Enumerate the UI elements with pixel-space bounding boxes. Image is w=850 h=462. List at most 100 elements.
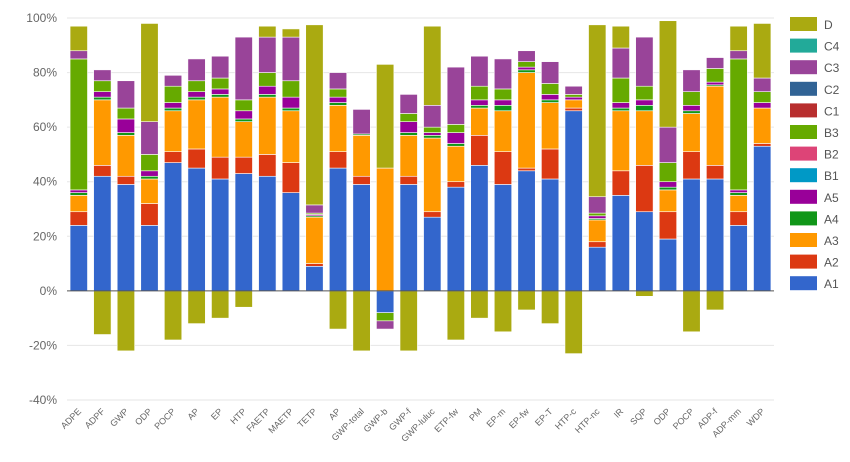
bar-segment-c3: ADP-f – C3: 4% [706, 57, 725, 69]
x-tick-label: IR [612, 406, 626, 420]
legend-swatch [790, 38, 817, 53]
bar-stack: POCP – A1: 41%POCP – A2: 10%POCP – A3: 1… [682, 69, 701, 333]
bar-segment-a5: ADP-f – A5: 1% [706, 81, 725, 86]
bars: ADPE – A1: 24%ADPE – A2: 5%ADPE – A3: 6%… [69, 20, 772, 354]
bar-segment-a5: AP – A5: 2% [328, 96, 348, 103]
bar-segment-b3: PM – B3: 5% [470, 85, 489, 101]
bar-segment-a2: GWP-luluc – A2: 2% [423, 211, 442, 218]
bar-segment-c3: ODP – C3: 12% [140, 121, 159, 155]
bar-segment-d: ADPF – D: -16% [93, 290, 112, 335]
bar-segment-a4: ADPF – A4: 1% [93, 96, 112, 101]
legend-item-a4: A4 [790, 211, 839, 226]
bar-segment-d: FAETP – D: 4% [258, 25, 277, 38]
bar-segment-a4: AP – A4: 1% [328, 102, 348, 106]
bar-segment-d: WDP – D: 20% [753, 23, 772, 79]
bar-segment-b3: ADP-f – B3: 5% [706, 68, 725, 83]
legend-item-b2: B2 [790, 146, 839, 162]
bar-segment-c3: AP – C3: 8% [187, 58, 206, 82]
bar-segment-c3: AP – C3: 6% [328, 72, 348, 90]
bar-segment-a5: HTP-nc – A5: 1% [588, 215, 607, 219]
bar-segment-c3: EP-T – C3: 8% [541, 61, 560, 84]
bar-segment-a3: ADP-mm – A3: 6% [729, 195, 748, 213]
bar-segment-a1: ADPE – A1: 24% [69, 225, 88, 292]
x-tick-label: MAETP [266, 406, 295, 435]
x-tick-label: WDP [745, 406, 767, 428]
bar-segment-d: GWP-f – D: -22% [399, 290, 418, 352]
bar-segment-a5: POCP – A5: 2% [682, 105, 701, 112]
bar-segment-d: EP-T – D: -12% [541, 290, 560, 324]
bar-segment-a4: IR – A4: 1% [611, 107, 630, 112]
x-tick-label: PM [467, 406, 484, 423]
bar-stack: EP-fw – A1: 44%EP-fw – A2: 1%EP-fw – A3:… [517, 50, 536, 311]
bar-segment-a3: FAETP – A3: 21% [258, 96, 277, 155]
bar-segment-b3: ADPF – B3: 4% [93, 80, 112, 92]
bar-segment-a1: HTP-nc – A1: 16% [588, 246, 607, 292]
bar-segment-d: AP – D: -14% [328, 290, 348, 330]
bar-segment-a3: ADPF – A3: 24% [93, 99, 112, 166]
bar-stack: HTP-c – A1: 66%HTP-c – A2: 1%HTP-c – A3:… [564, 85, 583, 354]
bar-segment-c3: GWP-total – C3: 9% [352, 109, 371, 135]
bar-segment-d: GWP-b – D: 38% [376, 64, 395, 169]
bar-segment-a2: EP-fw – A2: 1% [517, 167, 536, 172]
bar-segment-c3: GWP-luluc – C3: 8% [423, 105, 442, 128]
bar-segment-a3: GWP-b – A3: 45% [376, 167, 395, 292]
bar-segment-b3: GWP-f – B3: 3% [399, 113, 418, 122]
bar-segment-c3: GWP-b – C3: -3% [376, 320, 395, 330]
bar-segment-d: POCP – D: -15% [682, 290, 701, 333]
bar-segment-d: MAETP – D: 3% [281, 28, 300, 38]
x-tick-label: SQP [628, 406, 649, 427]
bar-segment-a1: HTP – A1: 43% [234, 173, 253, 292]
bar-segment-b3: ETP-fw – B3: 3% [446, 124, 465, 133]
bar-stack: GWP – A1: 39%GWP – A2: 3%GWP – A3: 15%GW… [116, 80, 135, 352]
bar-segment-a1: PM – A1: 46% [470, 165, 489, 292]
bar-segment-a5: ODP – A5: 2% [658, 181, 677, 188]
legend-item-c2: C2 [790, 81, 840, 97]
x-tick-label: ETP-fw [432, 406, 460, 434]
bar-segment-a5: AP – A5: 2% [187, 91, 206, 98]
bar-segment-c3: ETP-fw – C3: 21% [446, 66, 465, 125]
bar-segment-a1: ODP – A1: 19% [658, 238, 677, 292]
legend-label: C2 [824, 83, 840, 97]
bar-stack: POCP – A1: 47%POCP – A2: 4%POCP – A3: 15… [164, 75, 183, 341]
bar-segment-a5: HTP-c – A5: 1% [564, 96, 583, 101]
bar-segment-a3: EP-T – A3: 17% [541, 102, 560, 150]
bar-segment-a3: AP – A3: 17% [328, 105, 348, 153]
bar-segment-b3: AP – B3: 4% [187, 80, 206, 92]
bar-segment-a2: GWP-total – A2: 3% [352, 175, 371, 185]
bar-segment-a1: POCP – A1: 47% [164, 162, 183, 292]
bar-segment-d: AP – D: -12% [187, 290, 206, 324]
bar-segment-a1: IR – A1: 35% [611, 195, 630, 292]
bar-segment-c3: ADPF – C3: 4% [93, 69, 112, 82]
bar-segment-d: HTP-nc – D: 63% [588, 24, 607, 198]
legend-label: A1 [824, 277, 839, 291]
bar-segment-a1: TETP – A1: 9% [305, 265, 324, 292]
bar-segment-a5: WDP – A5: 2% [753, 102, 772, 109]
bar-segment-d: GWP-total – D: -22% [352, 290, 371, 352]
bar-segment-a3: GWP-f – A3: 15% [399, 135, 418, 177]
bar-segment-b3: WDP – B3: 4% [753, 91, 772, 103]
bar-segment-a2: POCP – A2: 4% [164, 151, 183, 163]
bar-segment-a4: ETP-fw – A4: 1% [446, 143, 465, 147]
bar-segment-a2: FAETP – A2: 8% [258, 154, 277, 177]
legend-swatch [790, 146, 817, 161]
x-tick-label: EP [209, 406, 225, 422]
bar-stack: GWP-b – A1: -8%GWP-b – A3: 45% GWP-b – B3… [376, 64, 395, 330]
legend-label: A3 [824, 234, 839, 248]
bar-segment-b3: GWP – B3: 4% [116, 107, 135, 120]
bar-segment-a2: EP – A2: 8% [211, 156, 230, 180]
bar-segment-a1: ADPF – A1: 42% [93, 175, 112, 292]
bar-segment-a2: GWP-f – A2: 3% [399, 175, 418, 185]
x-tick-label: ODP [133, 406, 154, 427]
bar-segment-a4: GWP – A4: 1% [116, 132, 135, 136]
bar-stack: AP – A1: 45%AP – A2: 7%AP – A3: 18%AP – … [187, 58, 206, 324]
x-tick-label: GWP-b [362, 406, 390, 434]
x-tick-label: HTP [228, 406, 248, 426]
bar-stack: EP-m – A1: 39%EP-m – A2: 12%EP-m – A3: 1… [493, 58, 513, 333]
bar-segment-a3: POCP – A3: 14% [682, 113, 701, 153]
bar-segment-a4: MAETP – A4: 1% [281, 107, 300, 112]
x-tick-label: AP [185, 406, 201, 422]
bar-segment-c3: EP-m – C3: 11% [493, 58, 513, 90]
legend-item-c4: C4 [790, 38, 840, 54]
bar-segment-a4: HTP – A4: 1% [234, 118, 253, 122]
bar-segment-b3: GWP-luluc – B3: 2% [423, 126, 442, 133]
